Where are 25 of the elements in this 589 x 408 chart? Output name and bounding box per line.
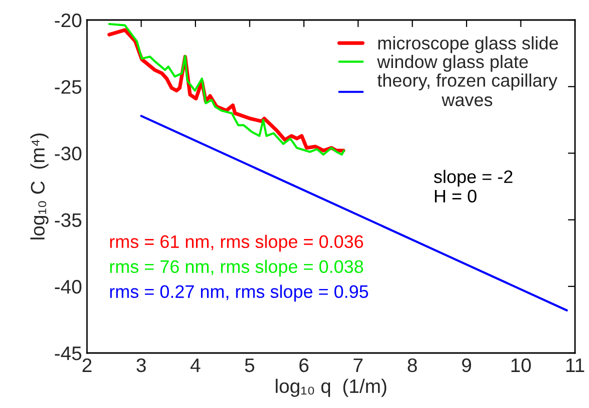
y-tick-label: -35: [54, 213, 82, 228]
x-tick-label: 7: [354, 358, 363, 372]
y-tick-label: -40: [54, 280, 82, 294]
x-tick-label: 8: [408, 358, 417, 372]
annotation: rms = 76 nm, rms slope = 0.038: [110, 260, 364, 277]
y-tick-label: -20: [54, 13, 82, 28]
y-tick-label: -30: [54, 146, 82, 160]
annotation: rms = 0.27 nm, rms slope = 0.95: [110, 284, 368, 302]
y-tick-label: -45: [54, 346, 82, 360]
x-tick-label: 3: [136, 358, 146, 372]
legend-label: theory, frozen capillary waves: [377, 74, 558, 106]
legend-label: microscope glass slide: [378, 36, 558, 54]
x-tick-label: 9: [462, 358, 472, 372]
y-axis-title: log₁₀ C (m⁴): [30, 134, 48, 240]
annotation: slope = -2 H = 0: [434, 170, 512, 203]
y-tick-label: -25: [54, 80, 82, 94]
annotation: rms = 61 nm, rms slope = 0.036: [110, 234, 364, 252]
x-tick-label: 11: [566, 358, 584, 372]
x-tick-label: 4: [190, 358, 200, 372]
x-tick-label: 10: [511, 358, 531, 372]
x-tick-label: 5: [245, 358, 254, 372]
legend-label: window glass plate: [377, 54, 528, 72]
x-tick-label: 6: [299, 358, 308, 372]
x-axis-title: log₁₀ q (1/m): [276, 378, 386, 397]
x-tick-label: 2: [82, 358, 92, 372]
